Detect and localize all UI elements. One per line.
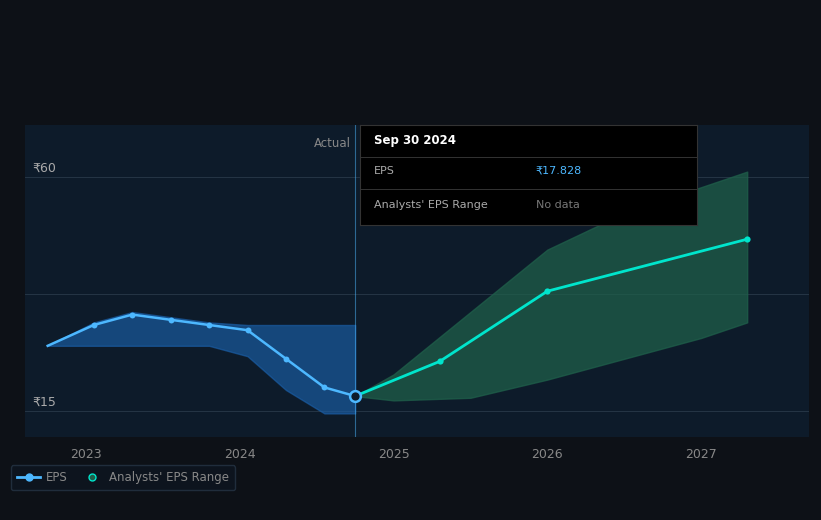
Point: [87, 321, 100, 329]
Point: [203, 321, 216, 329]
Text: 2024: 2024: [224, 448, 255, 461]
Text: 2026: 2026: [531, 448, 563, 461]
Text: ₹60: ₹60: [33, 162, 57, 175]
Point: [349, 392, 362, 400]
Text: 2027: 2027: [686, 448, 717, 461]
Point: [741, 235, 754, 243]
Text: ₹15: ₹15: [33, 396, 57, 409]
Point: [241, 326, 255, 334]
Legend: EPS, Analysts' EPS Range: EPS, Analysts' EPS Range: [11, 465, 236, 490]
Text: Analysts Forecasts: Analysts Forecasts: [360, 137, 470, 150]
Point: [318, 383, 331, 392]
Text: Actual: Actual: [314, 137, 351, 150]
Point: [433, 357, 447, 366]
Point: [164, 316, 177, 324]
Point: [279, 355, 292, 363]
Point: [126, 310, 139, 319]
Point: [541, 287, 554, 295]
Point: [349, 392, 362, 400]
Text: 2023: 2023: [71, 448, 102, 461]
Text: 2025: 2025: [378, 448, 410, 461]
